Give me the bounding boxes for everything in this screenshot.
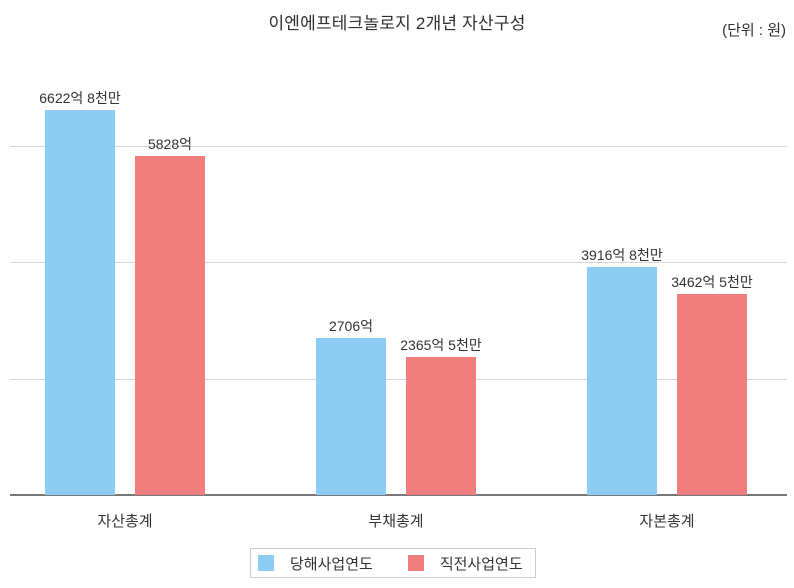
legend-label-current-year: 당해사업연도: [290, 555, 373, 573]
chart-title: 이엔에프테크놀로지 2개년 자산구성: [268, 14, 526, 33]
bar-previous-year-2[interactable]: [406, 357, 476, 495]
category-label-2: 부채총계: [368, 513, 424, 530]
category-label-1: 자산총계: [97, 513, 153, 530]
value-label-current-year-3: 3916억 8천만: [581, 247, 663, 263]
legend-swatch-current-year: [258, 555, 274, 571]
unit-note: (단위 : 원): [722, 22, 786, 39]
value-label-current-year-1: 6622억 8천만: [39, 90, 121, 106]
value-label-previous-year-2: 2365억 5천만: [400, 337, 482, 353]
value-label-previous-year-1: 5828억: [147, 136, 193, 152]
bar-previous-year-1[interactable]: [135, 156, 205, 495]
legend: 당해사업연도 직전사업연도: [250, 548, 536, 578]
bar-current-year-1[interactable]: [45, 110, 115, 495]
gridline-4000: [10, 262, 787, 263]
x-axis-line: [10, 494, 787, 496]
bar-current-year-2[interactable]: [316, 338, 386, 495]
gridline-2000: [10, 379, 787, 380]
legend-label-previous-year: 직전사업연도: [439, 555, 523, 573]
value-label-current-year-2: 2706억: [328, 318, 374, 334]
legend-swatch-previous-year: [407, 555, 424, 571]
gridline-6000: [10, 146, 787, 147]
legend-item-current-year[interactable]: 당해사업연도: [258, 553, 373, 574]
value-label-previous-year-3: 3462억 5천만: [671, 274, 753, 290]
bar-current-year-3[interactable]: [587, 267, 657, 495]
bar-previous-year-3[interactable]: [677, 294, 747, 495]
category-label-3: 자본총계: [639, 513, 695, 530]
legend-item-previous-year[interactable]: 직전사업연도: [407, 553, 523, 574]
